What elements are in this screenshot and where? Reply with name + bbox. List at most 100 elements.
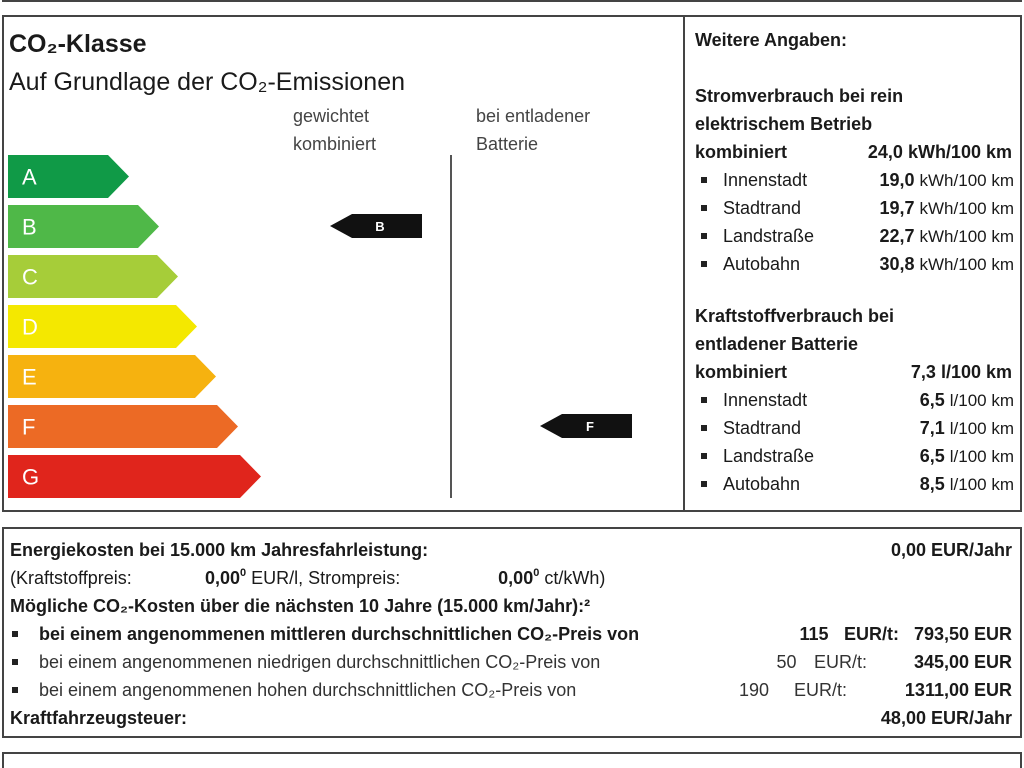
- bullet: [12, 687, 18, 693]
- fuel-value: 0,00: [205, 568, 241, 588]
- power-note: 0: [533, 567, 540, 579]
- item-label: Autobahn: [723, 474, 801, 494]
- item-label: Stadtrand: [723, 198, 802, 218]
- subtitle: Auf Grundlage der CO₂-Emissionen: [9, 68, 405, 96]
- section-title: Stromverbrauch bei rein: [695, 86, 904, 106]
- class-bar: [8, 355, 216, 398]
- combined-label: kombiniert: [695, 142, 788, 162]
- combined-value: 7,3 l/100 km: [910, 362, 1012, 382]
- item-value-wrap: 19,7 kWh/100 km: [879, 195, 1014, 221]
- section-title: entladener Batterie: [695, 334, 859, 354]
- item-unit: kWh/100 km: [919, 171, 1014, 190]
- item-value-wrap: 7,1 l/100 km: [920, 415, 1014, 441]
- section-heading: Weitere Angaben:: [695, 30, 848, 50]
- energy-value: 0,00 EUR/Jahr: [890, 540, 1012, 560]
- item-value-wrap: 8,5 l/100 km: [920, 471, 1014, 497]
- label-box: [2, 15, 1022, 512]
- item-value-wrap: 19,0 kWh/100 km: [879, 167, 1014, 193]
- fuel-unit: EUR/l, Strompreis:: [251, 568, 401, 588]
- bullet: [701, 205, 707, 211]
- class-bar: [8, 455, 261, 498]
- power-unit: ct/kWh): [544, 568, 606, 588]
- co2-row: bei einem angenommenen mittleren durchsc…: [10, 620, 1012, 648]
- column-header: gewichtet: [293, 106, 370, 126]
- fuel-label: (Kraftstoffpreis:: [10, 568, 132, 588]
- tax-value: 48,00 EUR/Jahr: [880, 708, 1012, 728]
- class-bar: [8, 305, 197, 348]
- item-value-wrap: 30,8 kWh/100 km: [879, 251, 1014, 277]
- item-label: Innenstadt: [723, 170, 808, 190]
- marker-letter: F: [586, 419, 594, 434]
- class-letter: D: [22, 315, 38, 340]
- item-label: Innenstadt: [723, 390, 808, 410]
- bullet: [701, 481, 707, 487]
- combined-label: kombiniert: [695, 362, 788, 382]
- item-value: 30,8: [879, 254, 915, 274]
- bullet: [701, 425, 707, 431]
- item-label: Landstraße: [723, 446, 815, 466]
- class-marker: [330, 214, 422, 238]
- co2-unit: EUR/t:: [794, 680, 848, 700]
- item-unit: kWh/100 km: [919, 199, 1014, 218]
- co2-heading-row: Mögliche CO₂-Kosten über die nächsten 10…: [10, 592, 1012, 620]
- energy-row: Energiekosten bei 15.000 km Jahresfahrle…: [10, 536, 1012, 564]
- tax-row: Kraftfahrzeugsteuer: 48,00 EUR/Jahr: [10, 704, 1012, 732]
- item-unit: l/100 km: [949, 391, 1014, 410]
- item-value: 8,5: [919, 474, 945, 494]
- item-value-wrap: 6,5 l/100 km: [920, 387, 1014, 413]
- co2-price: 50: [776, 652, 797, 672]
- footer-box: [2, 752, 1022, 768]
- class-letter: C: [22, 265, 38, 290]
- item-value: 19,0: [879, 170, 915, 190]
- item-unit: l/100 km: [949, 419, 1014, 438]
- item-unit: kWh/100 km: [919, 255, 1014, 274]
- energy-label: Energiekosten bei 15.000 km Jahresfahrle…: [10, 540, 429, 560]
- item-value: 6,5: [919, 446, 945, 466]
- class-bar: [8, 405, 238, 448]
- frame: [2, 0, 1022, 2]
- divider: [683, 15, 685, 512]
- co2-heading: Mögliche CO₂-Kosten über die nächsten 10…: [10, 596, 591, 616]
- prices-row: (Kraftstoffpreis: 0,00 0 EUR/l, Strompreis:…: [10, 564, 1012, 592]
- column-header: Batterie: [476, 134, 539, 154]
- bullet: [12, 659, 18, 665]
- class-letter: E: [22, 365, 37, 390]
- class-bar: [8, 155, 129, 198]
- bullet: [701, 233, 707, 239]
- fuel-note: 0: [240, 567, 247, 579]
- section-title: Kraftstoffverbrauch bei: [695, 306, 895, 326]
- co2-text: bei einem angenommenen hohen durchschnit…: [39, 680, 577, 700]
- combined-value: 24,0 kWh/100 km: [867, 142, 1012, 162]
- class-letter: G: [22, 465, 39, 490]
- title: CO₂-Klasse: [9, 30, 147, 58]
- co2-unit: EUR/t:: [814, 652, 868, 672]
- co2-row: bei einem angenommenen niedrigen durchsc…: [10, 648, 1012, 676]
- section-title: elektrischem Betrieb: [695, 114, 873, 134]
- bullet: [12, 631, 18, 637]
- item-label: Autobahn: [723, 254, 801, 274]
- item-value: 7,1: [919, 418, 945, 438]
- item-label: Stadtrand: [723, 418, 802, 438]
- bullet: [701, 177, 707, 183]
- item-value: 22,7: [879, 226, 915, 246]
- bullet: [701, 397, 707, 403]
- item-value-wrap: 22,7 kWh/100 km: [879, 223, 1014, 249]
- co2-row: bei einem angenommenen hohen durchschnit…: [10, 676, 1012, 704]
- class-letter: A: [22, 165, 37, 190]
- co2-price: 190: [738, 680, 770, 700]
- co2-price: 115: [799, 624, 829, 644]
- column-header: kombiniert: [293, 134, 377, 154]
- co2-text: bei einem angenommenen mittleren durchsc…: [39, 624, 640, 644]
- bullet: [701, 261, 707, 267]
- class-bar: [8, 205, 159, 248]
- costs-box: [2, 527, 1022, 738]
- class-letter: B: [22, 215, 37, 240]
- co2-text: bei einem angenommenen niedrigen durchsc…: [39, 652, 601, 672]
- co2-value: 1311,00 EUR: [904, 680, 1012, 700]
- bullet: [701, 453, 707, 459]
- class-marker: [540, 414, 632, 438]
- class-letter: F: [22, 415, 35, 440]
- co2-value: 793,50 EUR: [913, 624, 1012, 644]
